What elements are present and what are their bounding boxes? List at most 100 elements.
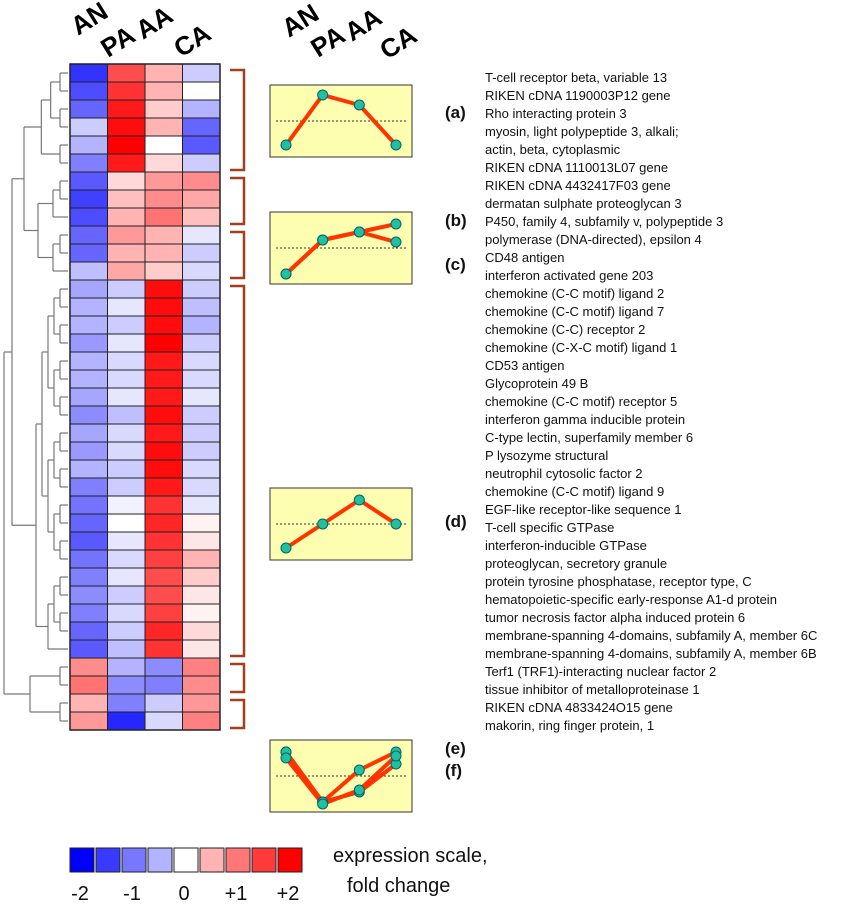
heatmap-cell <box>182 333 221 353</box>
cluster-label: (d) <box>445 512 467 531</box>
profile-point <box>317 798 329 810</box>
heatmap-cell <box>69 243 108 263</box>
heatmap-cell <box>107 63 146 83</box>
heatmap-cell <box>107 315 146 335</box>
heatmap-cell <box>144 153 183 173</box>
cluster-bracket <box>230 68 246 172</box>
gene-label: interferon-inducible GTPase <box>485 538 647 553</box>
profile-point <box>317 89 329 101</box>
heatmap-cell <box>182 531 221 551</box>
heatmap-cell <box>144 549 183 569</box>
gene-label: T-cell specific GTPase <box>485 520 614 535</box>
gene-label: RIKEN cDNA 4833424O15 gene <box>485 700 673 715</box>
gene-label: neutrophil cytosolic factor 2 <box>485 466 643 481</box>
gene-label: chemokine (C-C motif) receptor 5 <box>485 394 677 409</box>
heatmap-cell <box>107 297 146 317</box>
heatmap-cell <box>182 261 221 281</box>
heatmap-cell <box>107 405 146 425</box>
heatmap-cell <box>182 603 221 623</box>
heatmap-cell <box>182 297 221 317</box>
cluster-label: (b) <box>445 211 467 230</box>
gene-label: chemokine (C-X-C motif) ligand 1 <box>485 340 677 355</box>
heatmap-cell <box>182 549 221 569</box>
heatmap-cell <box>69 225 108 245</box>
scale-box <box>251 847 277 873</box>
heatmap-cell <box>182 477 221 497</box>
gene-label: Terf1 (TRF1)-interacting nuclear factor … <box>485 664 716 679</box>
scale-tick-label: +2 <box>277 883 300 905</box>
heatmap-cell <box>182 207 221 227</box>
heatmap-cell <box>69 63 108 83</box>
gene-label: Rho interacting protein 3 <box>485 106 627 121</box>
cluster-bracket <box>230 176 246 226</box>
cluster-brackets <box>230 68 246 730</box>
heatmap-cell <box>69 639 108 659</box>
scale-box <box>95 847 121 873</box>
heatmap-cell <box>182 369 221 389</box>
profile-point <box>280 752 292 764</box>
gene-label: tissue inhibitor of metalloproteinase 1 <box>485 682 700 697</box>
heatmap-cell <box>182 99 221 119</box>
heatmap-cell <box>69 117 108 137</box>
profile-point <box>317 518 329 530</box>
heatmap-cell <box>182 567 221 587</box>
heatmap-cell <box>144 693 183 713</box>
gene-label: RIKEN cDNA 4432417F03 gene <box>485 178 671 193</box>
gene-label: membrane-spanning 4-domains, subfamily A… <box>485 646 817 661</box>
gene-label: RIKEN cDNA 1110013L07 gene <box>485 160 668 175</box>
heatmap-cell <box>107 639 146 659</box>
heatmap-cell <box>182 621 221 641</box>
profile-point <box>390 750 402 762</box>
heatmap-cell <box>182 459 221 479</box>
heatmap-cell <box>107 135 146 155</box>
heatmap-cell <box>182 585 221 605</box>
heatmap-cell <box>144 621 183 641</box>
heatmap-cell <box>69 585 108 605</box>
heatmap-cell <box>69 423 108 443</box>
heatmap-cell <box>144 333 183 353</box>
heatmap-cell <box>182 81 221 101</box>
heatmap-cell <box>144 351 183 371</box>
heatmap-cell <box>107 441 146 461</box>
gene-label: C-type lectin, superfamily member 6 <box>485 430 693 445</box>
heatmap-cell <box>69 549 108 569</box>
cluster-bracket <box>230 284 246 658</box>
profile-point <box>280 542 292 554</box>
heatmap-cell <box>107 189 146 209</box>
heatmap-cell <box>144 675 183 695</box>
scale-title-line1: expression scale, <box>333 845 488 867</box>
heatmap-cell <box>69 135 108 155</box>
heatmap-cell <box>144 477 183 497</box>
profile-line <box>284 230 397 276</box>
heatmap-cell <box>69 171 108 191</box>
heatmap-cell <box>107 621 146 641</box>
heatmap-cell <box>107 549 146 569</box>
heatmap-cell <box>182 171 221 191</box>
profile-point <box>353 226 365 238</box>
heatmap-cell <box>144 585 183 605</box>
scale-title-line2: fold change <box>347 875 450 897</box>
cluster-bracket <box>230 698 246 730</box>
heatmap-cell <box>69 81 108 101</box>
scale-box <box>173 847 199 873</box>
heatmap-cell <box>107 279 146 299</box>
heatmap-cell <box>107 423 146 443</box>
gene-labels: T-cell receptor beta, variable 13 RIKEN c… <box>485 70 817 733</box>
heatmap-cell <box>69 261 108 281</box>
heatmap-cell <box>69 603 108 623</box>
heatmap-cell <box>107 693 146 713</box>
heatmap-cell <box>144 81 183 101</box>
gene-label: chemokine (C-C) receptor 2 <box>485 322 645 337</box>
heatmap-cell <box>182 441 221 461</box>
heatmap-cell <box>69 477 108 497</box>
heatmap-cell <box>69 333 108 353</box>
scale-tick-labels: -2 -1 0 +1 +2 <box>71 883 299 905</box>
heatmap-cell <box>182 513 221 533</box>
heatmap-cell <box>107 495 146 515</box>
heatmap-cell <box>107 585 146 605</box>
scale-box <box>147 847 173 873</box>
gene-label: actin, beta, cytoplasmic <box>485 142 621 157</box>
